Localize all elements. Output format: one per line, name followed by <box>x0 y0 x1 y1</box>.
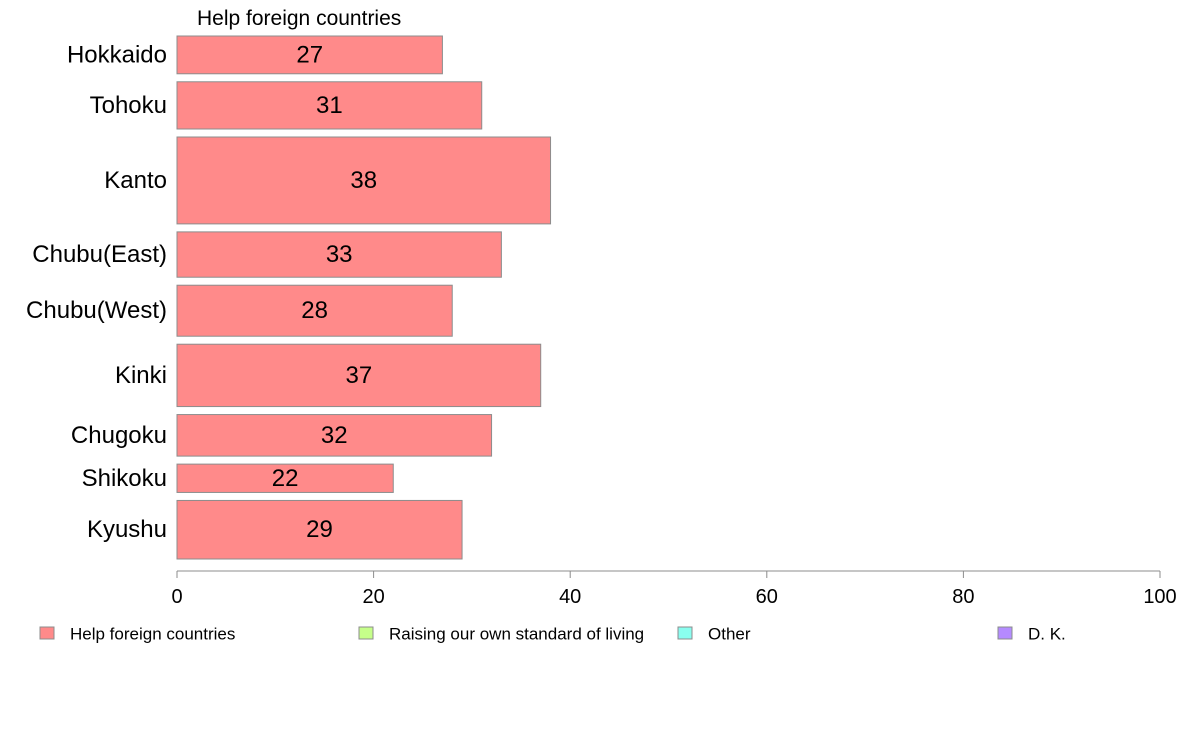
legend-label: D. K. <box>1028 625 1066 644</box>
bar-chubu-west- <box>176 284 453 337</box>
data-label: 37 <box>346 362 373 389</box>
bar-kyushu <box>176 499 463 560</box>
bar-shikoku <box>176 463 394 493</box>
legend-label: Raising our own standard of living <box>389 625 644 644</box>
category-label: Kanto <box>104 167 167 194</box>
data-label: 31 <box>316 92 343 119</box>
data-label: 22 <box>272 465 299 492</box>
category-label: Chubu(East) <box>32 241 167 268</box>
bar-kinki <box>176 343 542 408</box>
legend-swatch <box>677 626 693 640</box>
bar-chubu-east- <box>176 231 502 278</box>
bar-hokkaido <box>176 35 443 75</box>
x-tick-label: 40 <box>559 586 581 608</box>
bar-kanto <box>176 136 552 225</box>
category-label: Hokkaido <box>67 41 167 68</box>
data-label: 27 <box>296 41 323 68</box>
x-tick-label: 80 <box>952 586 974 608</box>
bar-tohoku <box>176 81 483 130</box>
category-label: Kinki <box>115 362 167 389</box>
bar-chugoku <box>176 414 493 457</box>
category-label: Chugoku <box>71 422 167 449</box>
category-label: Chubu(West) <box>26 297 167 324</box>
data-label: 28 <box>301 297 328 324</box>
bars-layer: Hokkaido 27 Tohoku 31 Kanto 38 Chubu(East) 33 Ch… <box>26 35 552 560</box>
category-label: Tohoku <box>90 92 167 119</box>
data-label: 29 <box>306 516 333 543</box>
x-tick-label: 20 <box>362 586 384 608</box>
x-tick-label: 100 <box>1143 586 1176 608</box>
legend-label: Help foreign countries <box>70 625 235 644</box>
category-label: Kyushu <box>87 516 167 543</box>
legend-swatch <box>358 626 374 640</box>
x-tick-label: 0 <box>171 586 182 608</box>
x-tick-label: 60 <box>756 586 778 608</box>
chart-title: Help foreign countries <box>197 7 401 30</box>
category-label: Shikoku <box>82 465 167 492</box>
legend-swatch <box>997 626 1013 640</box>
legend-label: Other <box>708 625 751 644</box>
legend-swatch <box>39 626 55 640</box>
legend: Help foreign countries Raising our own st… <box>39 625 1066 644</box>
data-label: 38 <box>350 167 377 194</box>
data-label: 32 <box>321 422 348 449</box>
data-label: 33 <box>326 241 353 268</box>
x-axis: 0 20 40 60 80 100 <box>171 570 1177 608</box>
